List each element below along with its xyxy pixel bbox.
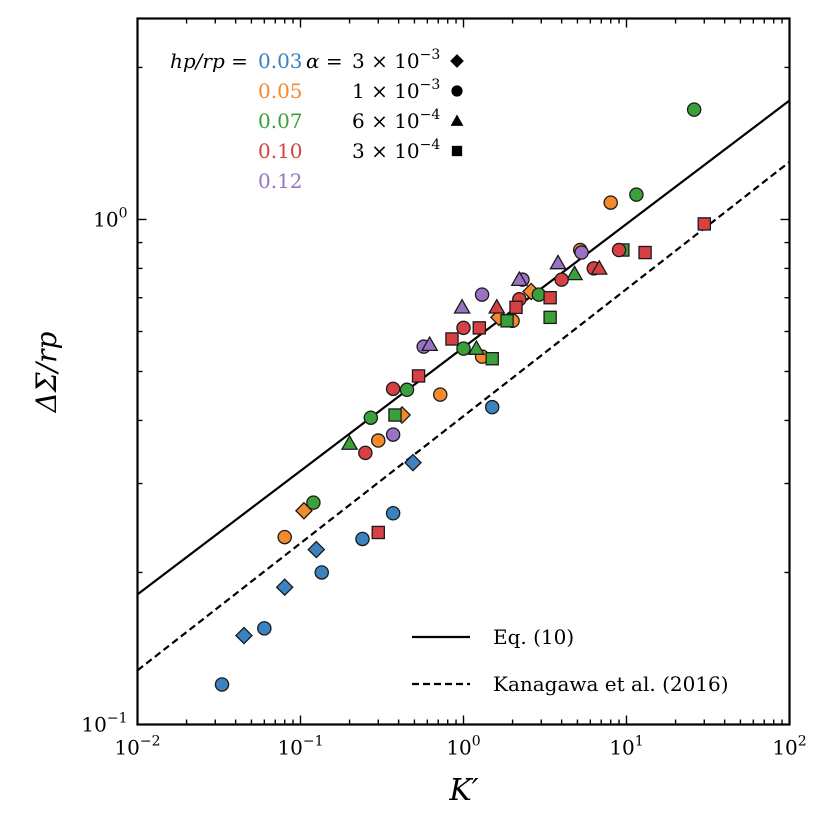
x-axis-label: K′ xyxy=(448,773,478,808)
data-point-circle xyxy=(358,445,373,461)
plot-frame xyxy=(136,17,791,726)
data-point-square xyxy=(371,525,385,540)
data-point-square xyxy=(485,351,499,366)
alpha-key-marker-square xyxy=(451,145,463,157)
kanagawa-2016-line xyxy=(136,161,791,672)
alpha-key-entry: 3 × 10−4 xyxy=(352,137,440,163)
data-point-circle xyxy=(603,195,618,210)
data-point-square xyxy=(411,369,426,383)
marker-key: hp/rp = 0.03 0.05 0.07 0.10 0.12 α = 3 × 10−… xyxy=(170,47,464,193)
hp-key-entry: 0.07 xyxy=(258,109,303,133)
data-point-circle xyxy=(474,287,490,302)
hp-key-label: hp/rp = xyxy=(170,49,248,73)
data-point-circle xyxy=(456,320,471,336)
y-tick-label: 10−1 xyxy=(81,711,127,737)
data-point-circle xyxy=(432,387,448,402)
data-point-triangle xyxy=(565,265,584,281)
data-point-circle xyxy=(214,677,230,692)
data-point-diamond xyxy=(235,626,253,645)
hp-key-entry: 0.03 xyxy=(258,49,303,73)
data-point-square xyxy=(697,217,711,231)
alpha-key-entry: 1 × 10−3 xyxy=(352,77,440,103)
data-point-circle xyxy=(277,529,292,545)
data-point-circle xyxy=(456,341,471,356)
x-tick-label: 10−1 xyxy=(277,734,323,760)
data-point-circle xyxy=(385,427,401,442)
data-point-circle xyxy=(611,242,627,258)
legend-kanagawa-label: Kanagawa et al. (2016) xyxy=(493,672,729,696)
data-point-circle xyxy=(686,102,702,117)
data-point-triangle xyxy=(420,335,439,352)
x-tick-label: 100 xyxy=(446,734,480,760)
data-point-circle xyxy=(574,245,589,260)
data-point-triangle xyxy=(453,298,471,314)
data-point-circle xyxy=(363,410,379,425)
data-point-square xyxy=(445,332,459,346)
data-point-triangle xyxy=(510,270,529,287)
data-point-square xyxy=(543,290,557,305)
data-point-square xyxy=(509,300,523,315)
legend-eq10-label: Eq. (10) xyxy=(493,625,574,649)
data-points xyxy=(214,102,711,692)
y-tick-label: 100 xyxy=(93,205,127,231)
alpha-key-label: α = xyxy=(306,49,343,73)
alpha-key-marker-diamond xyxy=(450,54,464,68)
hp-key-entry: 0.10 xyxy=(258,139,303,163)
data-point-triangle xyxy=(467,339,486,355)
data-point-square xyxy=(638,245,652,260)
data-point-circle xyxy=(629,187,644,202)
data-point-triangle xyxy=(340,434,359,450)
data-point-triangle xyxy=(549,254,567,270)
y-axis-label: ΔΣ/rp xyxy=(30,332,63,414)
data-point-diamond xyxy=(307,540,326,559)
hp-key-entries: 0.03 0.05 0.07 0.10 0.12 xyxy=(258,49,303,193)
data-point-circle xyxy=(314,565,329,580)
data-point-circle xyxy=(371,433,386,448)
data-point-square xyxy=(388,408,402,422)
alpha-key-entries: 3 × 10−3 1 × 10−3 6 × 10−4 3 × 10−4 xyxy=(352,47,464,163)
data-point-circle xyxy=(257,621,272,636)
data-point-circle xyxy=(355,531,370,547)
x-tick-label: 102 xyxy=(772,734,806,760)
alpha-key-marker-triangle xyxy=(450,114,464,126)
data-point-circle xyxy=(399,382,415,398)
alpha-key-entry: 6 × 10−4 xyxy=(352,107,440,133)
line-legend: Eq. (10) Kanagawa et al. (2016) xyxy=(412,625,729,696)
x-tick-label: 101 xyxy=(609,734,643,760)
data-point-circle xyxy=(306,495,321,510)
data-point-diamond xyxy=(404,453,422,472)
alpha-key-entry: 3 × 10−3 xyxy=(352,47,440,73)
data-point-square xyxy=(472,321,487,335)
hp-key-entry: 0.12 xyxy=(258,169,303,193)
data-point-circle xyxy=(385,381,401,397)
data-point-triangle xyxy=(488,298,506,314)
data-point-circle xyxy=(484,399,500,415)
alpha-key-marker-circle xyxy=(451,85,463,97)
data-point-diamond xyxy=(275,578,294,597)
data-point-circle xyxy=(385,505,401,521)
data-point-triangle xyxy=(590,259,608,275)
hp-key-entry: 0.05 xyxy=(258,79,303,103)
x-tick-label: 10−2 xyxy=(114,734,160,760)
data-point-circle xyxy=(554,272,569,287)
data-point-square xyxy=(500,314,514,328)
data-point-square xyxy=(543,310,557,325)
